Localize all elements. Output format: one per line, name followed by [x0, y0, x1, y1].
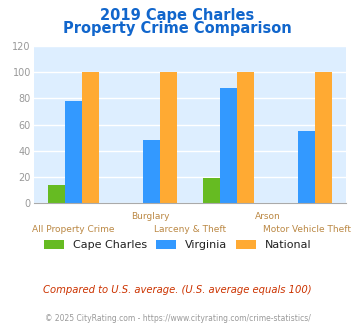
Bar [160, 72, 177, 203]
Bar [203, 178, 220, 203]
Bar [143, 140, 160, 203]
Bar [237, 72, 254, 203]
Bar [48, 185, 65, 203]
Text: Arson: Arson [255, 213, 281, 221]
Text: Property Crime Comparison: Property Crime Comparison [63, 21, 292, 36]
Text: Motor Vehicle Theft: Motor Vehicle Theft [263, 225, 351, 234]
Bar [82, 72, 99, 203]
Legend: Cape Charles, Virginia, National: Cape Charles, Virginia, National [40, 236, 315, 253]
Bar [298, 131, 315, 203]
Text: 2019 Cape Charles: 2019 Cape Charles [100, 8, 255, 23]
Bar [220, 88, 237, 203]
Bar [65, 101, 82, 203]
Bar [315, 72, 332, 203]
Text: All Property Crime: All Property Crime [32, 225, 114, 234]
Text: Larceny & Theft: Larceny & Theft [154, 225, 226, 234]
Text: Compared to U.S. average. (U.S. average equals 100): Compared to U.S. average. (U.S. average … [43, 285, 312, 295]
Text: Burglary: Burglary [132, 213, 170, 221]
Text: © 2025 CityRating.com - https://www.cityrating.com/crime-statistics/: © 2025 CityRating.com - https://www.city… [45, 314, 310, 323]
